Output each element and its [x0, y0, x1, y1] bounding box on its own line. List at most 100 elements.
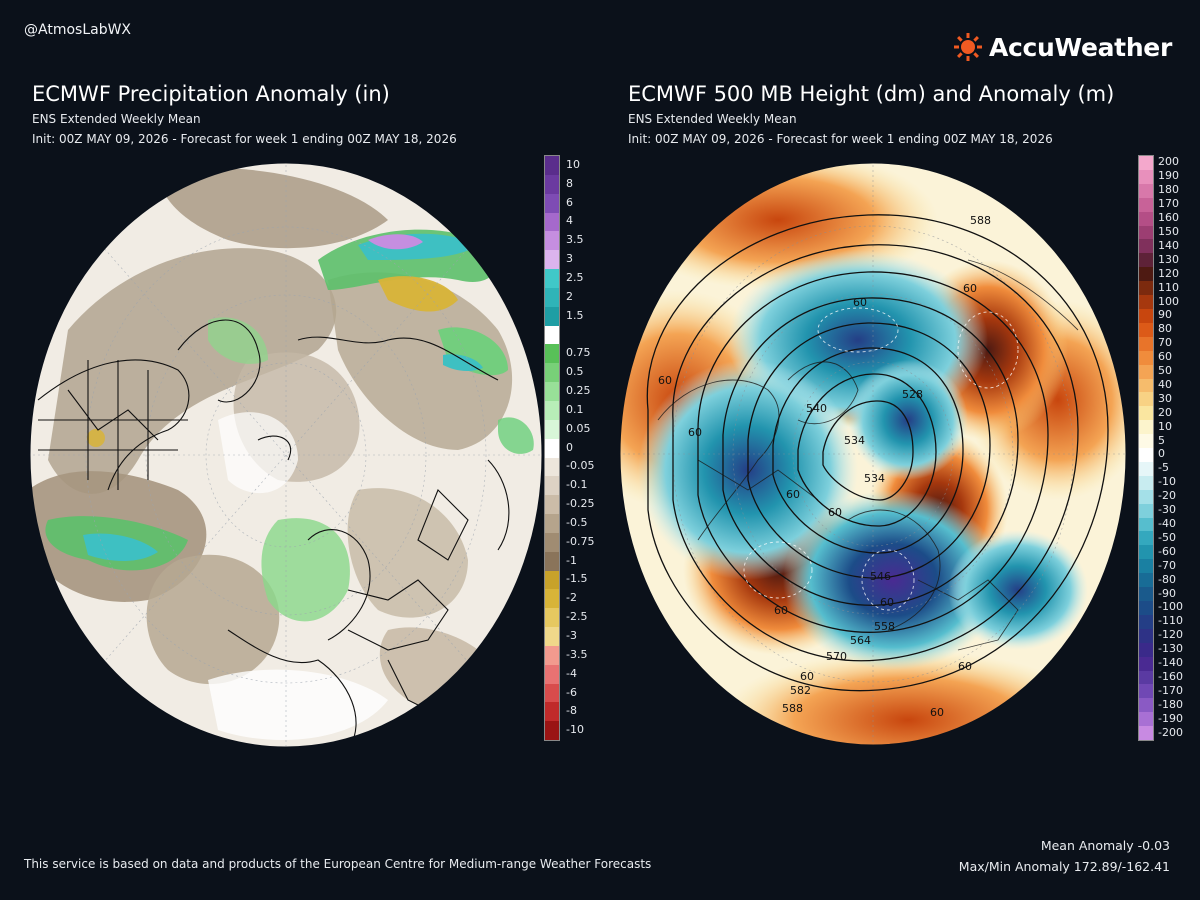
- height-colorbar-swatch: [1139, 461, 1153, 476]
- precip-colorbar-swatch: [545, 721, 559, 741]
- height-colorbar-label: 110: [1158, 280, 1179, 294]
- precip-colorbar-swatch: [545, 589, 559, 609]
- precip-colorbar-label: -3.5: [566, 647, 588, 661]
- precip-colorbar-swatch: [545, 400, 559, 420]
- height-colorbar-swatch: [1139, 601, 1153, 615]
- precip-colorbar-label: 0: [566, 440, 573, 454]
- precip-colorbar-swatch: [545, 344, 559, 364]
- height-colorbar-swatch: [1139, 559, 1153, 574]
- precip-colorbar-swatch: [545, 156, 559, 175]
- height-colorbar-label: 80: [1158, 322, 1172, 336]
- precip-colorbar-swatch: [545, 627, 559, 646]
- precip-colorbar-swatch: [545, 212, 559, 232]
- height-colorbar-label: -190: [1158, 711, 1183, 725]
- height-colorbar-swatch: [1139, 684, 1153, 699]
- precip-colorbar-swatch: [545, 476, 559, 496]
- height-colorbar-label: 70: [1158, 336, 1172, 350]
- precip-colorbar-label: -0.25: [566, 497, 595, 511]
- precip-colorbar-swatch: [545, 174, 559, 194]
- height-colorbar-label: -170: [1158, 683, 1183, 697]
- height-colorbar-label: 150: [1158, 224, 1179, 238]
- precip-colorbar-label: -6: [566, 685, 577, 699]
- precip-colorbar-label: -1.5: [566, 572, 588, 586]
- height-colorbar-label: -30: [1158, 503, 1176, 517]
- precip-colorbar-label: -3: [566, 629, 577, 643]
- height-colorbar-label: 5: [1158, 433, 1165, 447]
- height-colorbar-label: -120: [1158, 628, 1183, 642]
- precip-colorbar-label: 3: [566, 252, 573, 266]
- height-colorbar-label: 140: [1158, 238, 1179, 252]
- contour-label: 60: [880, 596, 894, 609]
- height-colorbar-label: 160: [1158, 211, 1179, 225]
- height-anomaly-map: 588 60 60 60 60 540 528 534 534 60 60 54…: [619, 162, 1127, 746]
- contour-labels: 588 60 60 60 60 540 528 534 534 60 60 54…: [658, 214, 991, 719]
- height-colorbar-label: -70: [1158, 558, 1176, 572]
- contour-label: 570: [826, 650, 847, 663]
- height-colorbar-label: 0: [1158, 447, 1165, 461]
- height-colorbar-swatch: [1139, 475, 1153, 490]
- height-colorbar-label: -50: [1158, 530, 1176, 544]
- height-colorbar-label: -10: [1158, 475, 1176, 489]
- precipitation-colorbar: [544, 155, 560, 741]
- precip-colorbar-label: -10: [566, 723, 584, 737]
- height-colorbar-label: -160: [1158, 669, 1183, 683]
- height-colorbar-label: 60: [1158, 350, 1172, 364]
- brand-logo: AccuWeather: [953, 32, 1172, 62]
- height-colorbar-label: 190: [1158, 169, 1179, 183]
- contour-label: 534: [844, 434, 865, 447]
- height-colorbar-swatch: [1139, 531, 1153, 546]
- height-colorbar-label: -20: [1158, 489, 1176, 503]
- contour-label: 546: [870, 570, 891, 583]
- height-colorbar-swatch: [1139, 656, 1153, 671]
- contour-label: 60: [958, 660, 972, 673]
- height-colorbar-swatch: [1139, 406, 1153, 421]
- height-colorbar-label: 30: [1158, 391, 1172, 405]
- precip-colorbar-label: 0.05: [566, 421, 591, 435]
- contour-label: 564: [850, 634, 871, 647]
- height-colorbar-swatch: [1139, 670, 1153, 685]
- ecmwf-credit: This service is based on data and produc…: [24, 857, 652, 871]
- height-colorbar-swatch: [1139, 614, 1153, 629]
- left-panel-init: Init: 00Z MAY 09, 2026 - Forecast for we…: [32, 132, 457, 146]
- precip-colorbar-label: -8: [566, 704, 577, 718]
- left-panel-title: ECMWF Precipitation Anomaly (in): [32, 82, 390, 106]
- precip-colorbar-swatch: [545, 419, 559, 439]
- height-colorbar-label: 90: [1158, 308, 1172, 322]
- height-colorbar-swatch: [1139, 225, 1153, 240]
- precip-colorbar-swatch: [545, 287, 559, 307]
- height-colorbar-swatch: [1139, 503, 1153, 518]
- precip-colorbar-label: 1.5: [566, 308, 584, 322]
- height-colorbar-label: -110: [1158, 614, 1183, 628]
- height-colorbar-label: 120: [1158, 266, 1179, 280]
- precip-colorbar-swatch: [545, 702, 559, 722]
- precip-colorbar-label: [566, 325, 594, 344]
- contour-label: 60: [963, 282, 977, 295]
- height-colorbar-label: -5: [1158, 461, 1169, 475]
- height-anomaly-colorbar: [1138, 155, 1154, 741]
- contour-label: 558: [874, 620, 895, 633]
- height-colorbar-label: -60: [1158, 544, 1176, 558]
- height-colorbar-swatch: [1139, 253, 1153, 268]
- height-colorbar-swatch: [1139, 295, 1153, 309]
- precip-colorbar-label: -2.5: [566, 610, 588, 624]
- contour-label: 60: [658, 374, 672, 387]
- precip-colorbar-label: 0.25: [566, 384, 591, 398]
- height-colorbar-label: -40: [1158, 517, 1176, 531]
- precip-colorbar-label: 10: [566, 157, 580, 171]
- height-colorbar-label: -130: [1158, 642, 1183, 656]
- height-colorbar-swatch: [1139, 642, 1153, 657]
- height-colorbar-swatch: [1139, 587, 1153, 601]
- height-colorbar-label: -90: [1158, 586, 1176, 600]
- height-colorbar-label: 170: [1158, 197, 1179, 211]
- height-colorbar-label: -140: [1158, 656, 1183, 670]
- height-colorbar-swatch: [1139, 281, 1153, 296]
- height-colorbar-label: 200: [1158, 155, 1179, 169]
- precip-colorbar-swatch: [545, 683, 559, 703]
- height-colorbar-swatch: [1139, 448, 1153, 462]
- height-colorbar-swatch: [1139, 308, 1153, 323]
- height-colorbar-label: 50: [1158, 364, 1172, 378]
- precipitation-anomaly-map: [29, 162, 543, 748]
- contour-label: 60: [853, 296, 867, 309]
- precip-colorbar-swatch: [545, 532, 559, 552]
- height-colorbar-swatch: [1139, 169, 1153, 184]
